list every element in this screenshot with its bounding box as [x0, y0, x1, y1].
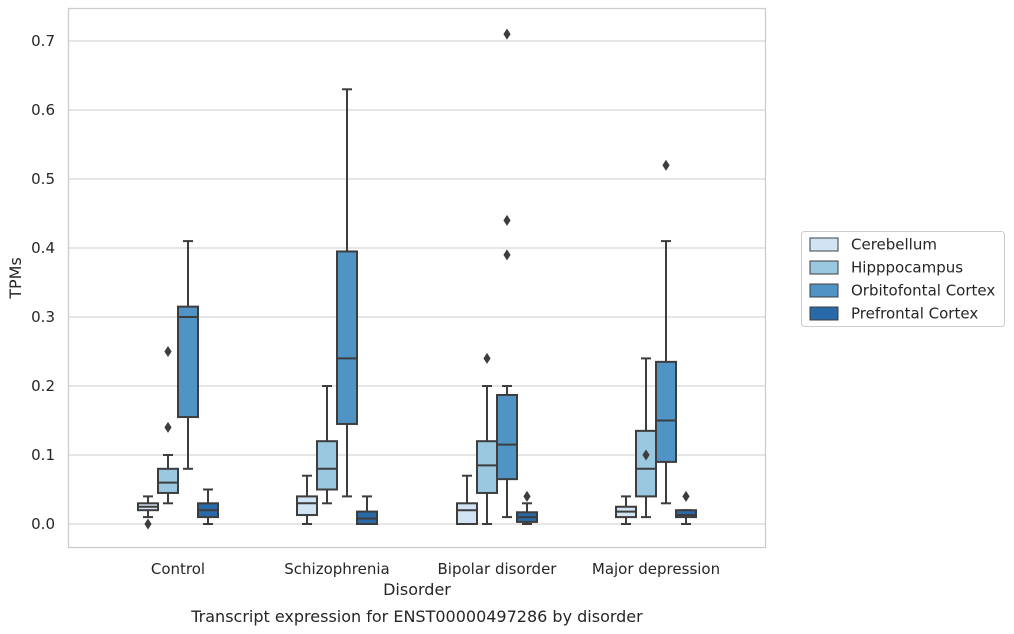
box-group [137, 495, 159, 530]
legend: Cerebellum Hipppocampus Orbitofontal Corte… [801, 231, 1005, 327]
y-tick-label: 0.2 [31, 377, 55, 395]
legend-frame [801, 231, 1005, 327]
x-tick-label: Major depression [592, 560, 720, 578]
y-tick-label: 0.4 [31, 239, 55, 257]
box-group [675, 490, 697, 525]
box-iqr [675, 509, 697, 519]
box-group [336, 88, 358, 498]
chart-caption: Transcript expression for ENST0000049728… [190, 607, 643, 626]
outlier-point [164, 421, 172, 433]
box-iqr [635, 429, 657, 498]
x-tick-labels: Control Schizophrenia Bipolar disorder Majo… [151, 560, 720, 578]
box-group [356, 495, 378, 525]
outlier-point [503, 214, 511, 226]
outlier-point [503, 28, 511, 40]
outlier-point [523, 490, 531, 502]
x-tick-label: Schizophrenia [284, 560, 389, 578]
box-group [316, 385, 338, 505]
outlier-point [164, 346, 172, 357]
y-tick-labels: 0.0 0.1 0.2 0.3 0.4 0.5 0.6 0.7 [31, 32, 55, 533]
box-iqr [336, 250, 358, 425]
box-group [635, 357, 657, 519]
box-group [197, 488, 219, 525]
legend-swatch [809, 237, 839, 252]
plot-area-frame [67, 7, 767, 549]
legend-label: Hipppocampus [851, 259, 963, 277]
box-group [476, 352, 498, 525]
box-iqr [177, 305, 199, 419]
y-tick-label: 0.3 [31, 308, 55, 326]
legend-label: Prefrontal Cortex [851, 305, 978, 323]
box-series-layer [137, 28, 697, 530]
legend-label: Cerebellum [851, 236, 937, 254]
legend-swatch [809, 306, 839, 321]
y-tick-label: 0.7 [31, 32, 55, 50]
y-tick-label: 0.6 [31, 101, 55, 119]
x-tick-label: Control [151, 560, 205, 578]
outlier-point [662, 159, 670, 171]
legend-label: Orbitofontal Cortex [851, 282, 995, 300]
y-tick-label: 0.1 [31, 446, 55, 464]
box-group [655, 159, 677, 505]
box-iqr [316, 440, 338, 491]
legend-swatch [809, 260, 839, 275]
x-tick-label: Bipolar disorder [438, 560, 558, 578]
box-iqr [496, 393, 518, 481]
box-group [496, 28, 518, 519]
box-group [157, 346, 179, 505]
box-iqr [296, 495, 318, 517]
series-hipppocampus [157, 346, 657, 525]
box-group [615, 495, 637, 525]
box-group [296, 474, 318, 525]
box-iqr [157, 467, 179, 494]
box-group [516, 490, 538, 525]
series-orbitofontal-cortex [177, 28, 677, 519]
y-tick-label: 0.5 [31, 170, 55, 188]
series-cerebellum [137, 474, 637, 530]
legend-swatch [809, 283, 839, 298]
legend-items: Cerebellum Hipppocampus Orbitofontal Corte… [809, 236, 995, 323]
box-group [177, 240, 199, 470]
x-axis-label: Disorder [383, 580, 451, 599]
outlier-point [483, 352, 491, 364]
box-group [456, 474, 478, 525]
box-iqr [476, 440, 498, 494]
box-iqr [456, 502, 478, 525]
outlier-point [503, 249, 511, 261]
series-prefrontal-cortex [197, 488, 697, 525]
y-tick-label: 0.0 [31, 515, 55, 533]
outlier-point [682, 490, 690, 502]
outlier-point [642, 449, 650, 461]
box-iqr [655, 360, 677, 463]
y-axis-label: TPMs [6, 257, 25, 300]
outlier-point [144, 518, 152, 530]
